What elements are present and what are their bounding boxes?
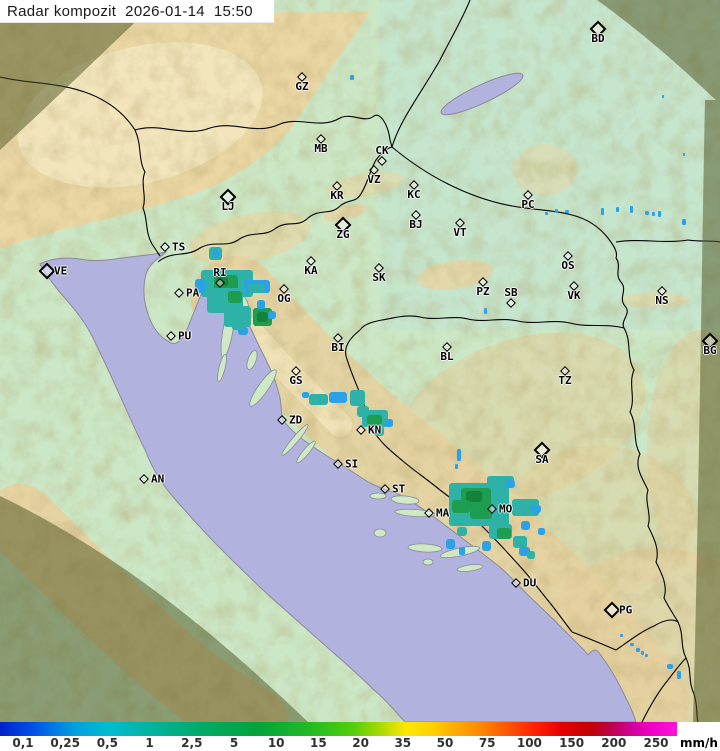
map-svg [0, 0, 720, 722]
radar-echo [374, 426, 384, 436]
radar-echo [350, 390, 365, 406]
legend-labels: 0,1 0,25 0,5 1 2,5 5 10 15 20 35 50 75 100 150 200 250 m… [0, 736, 720, 751]
radar-echo [616, 207, 619, 212]
radar-echo [213, 250, 219, 257]
radar-echo [452, 500, 470, 513]
radar-echo [497, 528, 511, 539]
radar-echo [309, 394, 328, 405]
legend-tick-label: 0,1 [12, 736, 34, 750]
radar-echo [545, 212, 548, 215]
legend-tick-label: 20 [352, 736, 369, 750]
legend-tick-label: 5 [229, 736, 239, 750]
legend-tick-label: 50 [436, 736, 454, 750]
legend-tick-label: 15 [310, 736, 327, 750]
legend-unit-label: mm/h [680, 736, 718, 750]
radar-echo [232, 320, 244, 330]
legend-tick-label: 1 [145, 736, 154, 750]
radar-echo [350, 75, 354, 80]
echo-layer [195, 75, 686, 679]
radar-echo [455, 464, 458, 469]
radar-echo [367, 415, 382, 425]
title-bar: Radar kompozit 2026-01-14 15:50 [0, 0, 274, 23]
legend-tick-label: 150 [559, 736, 585, 750]
radar-echo [457, 449, 461, 461]
radar-echo [466, 491, 482, 502]
lake-balaton [440, 72, 524, 116]
radar-echo [630, 643, 634, 646]
radar-echo [521, 521, 530, 530]
legend-tick-label: 250 [643, 736, 669, 750]
legend-tick-label: 200 [601, 736, 627, 750]
radar-echo [682, 219, 686, 225]
radar-echo [470, 506, 492, 519]
radar-echo [385, 419, 393, 427]
radar-echo [645, 211, 649, 215]
radar-echo [506, 480, 515, 488]
radar-echo [268, 311, 276, 319]
radar-echo [630, 206, 633, 213]
legend: 0,1 0,25 0,5 1 2,5 5 10 15 20 35 50 75 100 150 200 250 m… [0, 722, 720, 751]
radar-echo [513, 536, 527, 548]
radar-echo [565, 210, 569, 213]
legend-tick-label: 0,5 [96, 736, 119, 750]
legend-tick-label: 2,5 [181, 736, 203, 750]
radar-echo [662, 95, 664, 98]
radar-echo [216, 277, 228, 286]
legend-tick-label: 75 [478, 736, 496, 750]
radar-echo [329, 392, 347, 403]
radar-echo [641, 651, 644, 655]
radar-echo [527, 551, 535, 559]
radar-echo [683, 153, 685, 156]
legend-tick-label: 35 [394, 736, 412, 750]
legend-color-bar [0, 722, 677, 736]
radar-echo [652, 212, 655, 216]
legend-tick-label: 10 [267, 736, 285, 750]
radar-echo [302, 392, 309, 398]
map-canvas [0, 0, 720, 722]
radar-echo [457, 527, 467, 536]
radar-echo [228, 291, 242, 303]
radar-echo [195, 279, 205, 293]
radar-echo [538, 528, 545, 535]
radar-range-mask [0, 0, 720, 722]
radar-echo [658, 211, 661, 217]
radar-echo [459, 547, 465, 555]
radar-echo [677, 671, 681, 679]
radar-echo [645, 654, 648, 657]
radar-echo [601, 208, 604, 215]
radar-echo [667, 664, 673, 669]
radar-echo [248, 284, 264, 293]
radar-echo [446, 539, 455, 549]
radar-echo [484, 308, 487, 314]
page-title: Radar kompozit 2026-01-14 15:50 [7, 2, 253, 20]
radar-echo [224, 306, 251, 327]
legend-tick-label: 100 [516, 736, 542, 750]
radar-echo [636, 648, 640, 652]
radar-echo [257, 312, 268, 322]
country-borders [0, 0, 720, 722]
radar-echo [531, 505, 541, 513]
radar-echo [620, 634, 623, 637]
radar-echo [555, 209, 558, 213]
legend-tick-label: 0,25 [50, 736, 80, 750]
radar-echo [482, 541, 491, 551]
radar-echo [257, 300, 265, 309]
